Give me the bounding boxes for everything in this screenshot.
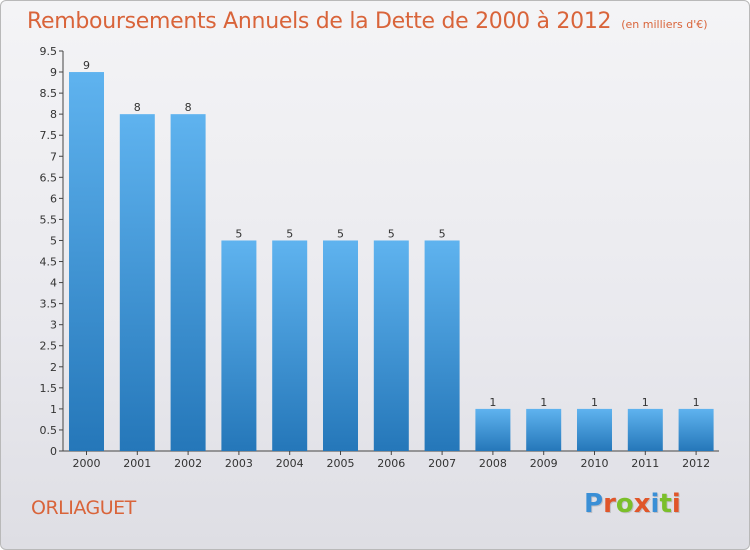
logo-letter: o	[615, 489, 634, 519]
x-tick-label: 2001	[123, 457, 151, 470]
bar	[627, 408, 663, 451]
bar	[526, 408, 562, 451]
data-label: 8	[134, 101, 141, 114]
bar	[373, 240, 409, 451]
logo-letter: x	[633, 489, 651, 519]
y-tick-label: 5.5	[40, 213, 58, 226]
chart-title: Remboursements Annuels de la Dette de 20…	[27, 9, 708, 34]
data-label: 5	[388, 227, 395, 240]
y-tick-label: 2	[50, 361, 57, 374]
logo-letter: i	[650, 489, 660, 519]
chart-title-text: Remboursements Annuels de la Dette de 20…	[27, 9, 612, 34]
x-tick-label: 2009	[530, 457, 558, 470]
data-label: 1	[489, 396, 496, 409]
data-label: 5	[286, 227, 293, 240]
x-tick-label: 2008	[479, 457, 507, 470]
data-label: 5	[235, 227, 242, 240]
x-tick-label: 2004	[276, 457, 304, 470]
bar	[475, 408, 511, 451]
data-label: 9	[83, 59, 90, 72]
proxiti-logo: Proxiti	[584, 489, 681, 519]
y-tick-label: 6	[50, 192, 57, 205]
data-label: 5	[439, 227, 446, 240]
data-label: 1	[693, 396, 700, 409]
y-tick-label: 0	[50, 445, 57, 458]
y-tick-label: 7.5	[40, 129, 58, 142]
data-label: 1	[540, 396, 547, 409]
x-tick-label: 2002	[174, 457, 202, 470]
bar	[170, 114, 206, 451]
y-tick-label: 7	[50, 150, 57, 163]
bar	[221, 240, 257, 451]
y-tick-label: 9	[50, 66, 57, 79]
chart-unit: (en milliers d'€)	[621, 18, 708, 31]
x-tick-label: 2012	[682, 457, 710, 470]
x-tick-label: 2010	[581, 457, 609, 470]
x-tick-label: 2005	[327, 457, 355, 470]
y-tick-label: 8.5	[40, 87, 58, 100]
y-tick-label: 1	[50, 403, 57, 416]
y-tick-label: 6.5	[40, 171, 58, 184]
y-tick-label: 8	[50, 108, 57, 121]
y-tick-label: 0.5	[40, 424, 58, 437]
bar	[69, 72, 104, 451]
data-label: 1	[591, 396, 598, 409]
data-label: 1	[642, 396, 649, 409]
data-label: 8	[185, 101, 192, 114]
y-tick-label: 4.5	[40, 256, 58, 269]
x-tick-label: 2011	[631, 457, 659, 470]
logo-letter: r	[603, 489, 616, 519]
y-tick-label: 3.5	[40, 298, 58, 311]
bar	[323, 240, 358, 451]
x-tick-label: 2007	[428, 457, 456, 470]
logo-letter: i	[671, 489, 681, 519]
y-tick-label: 3	[50, 319, 57, 332]
bar	[424, 240, 460, 451]
y-tick-label: 2.5	[40, 340, 58, 353]
y-tick-label: 1.5	[40, 382, 58, 395]
bar	[119, 114, 155, 451]
logo-letter: P	[584, 489, 604, 519]
y-tick-label: 9.5	[40, 45, 58, 58]
x-tick-label: 2003	[225, 457, 253, 470]
y-tick-label: 5	[50, 234, 57, 247]
bar	[272, 240, 308, 451]
x-tick-label: 2000	[73, 457, 101, 470]
logo-letter: t	[659, 489, 672, 519]
commune-name: ORLIAGUET	[31, 497, 136, 519]
bar	[678, 408, 714, 451]
x-tick-label: 2006	[377, 457, 405, 470]
data-label: 5	[337, 227, 344, 240]
bar	[577, 408, 612, 451]
y-tick-label: 4	[50, 277, 57, 290]
